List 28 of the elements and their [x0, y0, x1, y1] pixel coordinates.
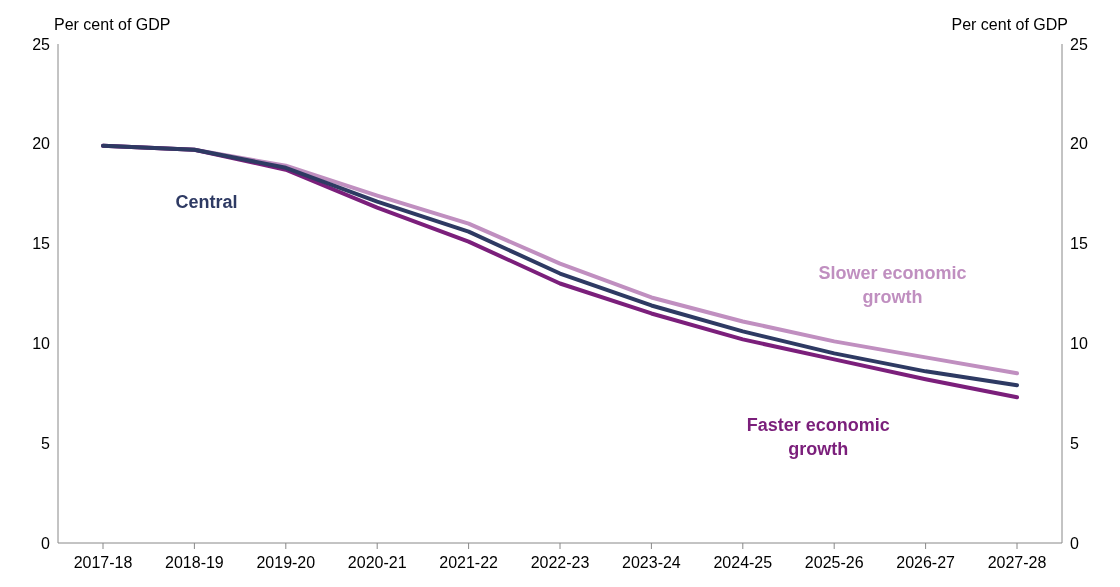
series-label: Slower economic growth — [818, 263, 967, 308]
x-tick-label: 2018-19 — [165, 554, 224, 572]
y-tick-label: 5 — [41, 434, 51, 452]
y-tick-label: 0 — [41, 534, 51, 552]
x-tick-label: 2019-20 — [256, 554, 316, 572]
y2-tick-label: 0 — [1070, 534, 1079, 552]
y-axis-title: Per cent of GDP — [54, 16, 171, 34]
x-tick-label: 2025-26 — [804, 554, 864, 572]
text: Faster economic growth — [746, 415, 890, 460]
y-tick-label: 25 — [32, 35, 51, 53]
y2-tick-label: 20 — [1070, 135, 1088, 153]
y2-tick-label: 15 — [1070, 235, 1088, 253]
y2-tick-label: 25 — [1070, 35, 1088, 53]
x-tick-label: 2021-22 — [439, 554, 499, 572]
y2-tick-label: 5 — [1070, 434, 1079, 452]
x-tick-label: 2022-23 — [530, 554, 590, 572]
x-tick-label: 2020-21 — [347, 554, 407, 572]
y-tick-label: 10 — [32, 335, 51, 353]
x-tick-label: 2024-25 — [713, 554, 773, 572]
x-tick-label: 2027-28 — [987, 554, 1047, 572]
x-tick-label: 2023-24 — [622, 554, 681, 572]
y2-tick-label: 10 — [1070, 335, 1088, 353]
y2-axis-title: Per cent of GDP — [951, 16, 1068, 34]
series-label: Central — [175, 191, 238, 212]
x-tick-label: 2017-18 — [73, 554, 133, 572]
x-tick-label: 2026-27 — [896, 554, 956, 572]
y-tick-label: 15 — [32, 235, 51, 253]
y-tick-label: 20 — [32, 135, 51, 153]
